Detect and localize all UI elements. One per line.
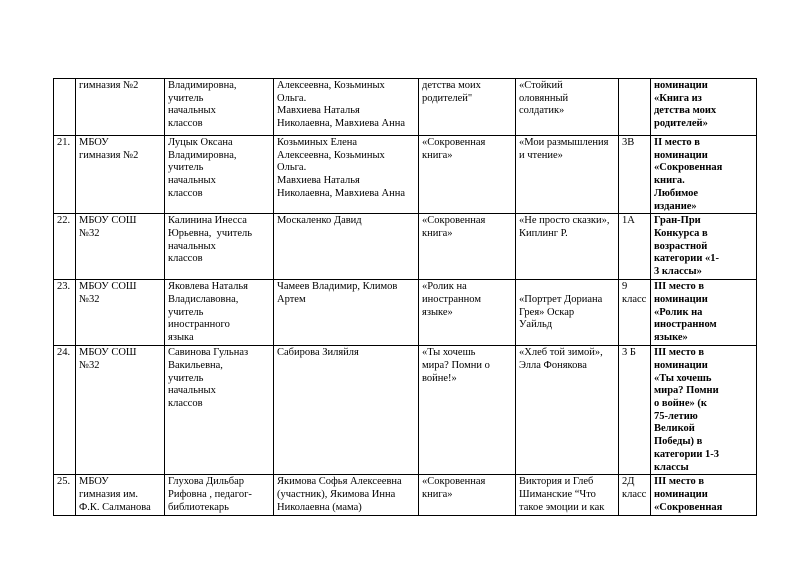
cell-number bbox=[53, 78, 76, 136]
cell-result: III место в номинации «Ты хочешь мира? П… bbox=[650, 345, 757, 476]
cell-book: Виктория и Глеб Шиманские “Что такое эмо… bbox=[515, 474, 619, 517]
cell-class: 9 класс bbox=[618, 279, 651, 347]
cell-book: «Не просто сказки», Киплинг Р. bbox=[515, 213, 619, 281]
cell-result: номинации «Книга из детства моих родител… bbox=[650, 78, 757, 136]
cell-teacher: Глухова Дильбар Рифовна , педагог- библи… bbox=[164, 474, 274, 517]
cell-school: МБОУ СОШ №32 bbox=[75, 213, 165, 281]
cell-result: Гран-При Конкурса в возрастной категории… bbox=[650, 213, 757, 281]
table-row-24: 24. МБОУ СОШ №32 Савинова Гульназ Вакиль… bbox=[53, 345, 757, 476]
cell-participants: Якимова Софья Алексеевна (участник), Яки… bbox=[273, 474, 419, 517]
table-row-continued: гимназия №2 Владимировна, учитель началь… bbox=[53, 78, 757, 136]
cell-school: МБОУ СОШ №32 bbox=[75, 345, 165, 476]
cell-book: «Хлеб той зимой», Элла Фонякова bbox=[515, 345, 619, 476]
cell-participants: Козьминых Елена Алексеевна, Козьминых Ол… bbox=[273, 134, 419, 215]
cell-result: III место в номинации «Ролик на иностран… bbox=[650, 279, 757, 347]
cell-nomination: «Сокровенная книга» bbox=[418, 474, 516, 517]
cell-school: гимназия №2 bbox=[75, 78, 165, 136]
cell-class: 3 Б bbox=[618, 345, 651, 476]
cell-participants: Алексеевна, Козьминых Ольга. Мавхиева На… bbox=[273, 78, 419, 136]
cell-result: II место в номинации «Сокровенная книга.… bbox=[650, 134, 757, 215]
cell-school: МБОУ гимназия №2 bbox=[75, 134, 165, 215]
cell-number: 24. bbox=[53, 345, 76, 476]
cell-nomination: детства моих родителей" bbox=[418, 78, 516, 136]
cell-teacher: Яковлева Наталья Владиславовна, учитель … bbox=[164, 279, 274, 347]
cell-number: 23. bbox=[53, 279, 76, 347]
cell-book: «Портрет Дориана Грея» Оскар Уайльд bbox=[515, 279, 619, 347]
cell-participants: Москаленко Давид bbox=[273, 213, 419, 281]
cell-class bbox=[618, 78, 651, 136]
cell-class: 3В bbox=[618, 134, 651, 215]
table-row-25: 25. МБОУ гимназия им. Ф.К. Салманова Глу… bbox=[53, 474, 757, 517]
cell-nomination: «Ты хочешь мира? Помни о войне!» bbox=[418, 345, 516, 476]
cell-nomination: «Ролик на иностранном языке» bbox=[418, 279, 516, 347]
cell-teacher: Луцык Оксана Владимировна, учитель начал… bbox=[164, 134, 274, 215]
cell-participants: Чамеев Владимир, Климов Артем bbox=[273, 279, 419, 347]
cell-nomination: «Сокровенная книга» bbox=[418, 213, 516, 281]
cell-class: 1А bbox=[618, 213, 651, 281]
cell-number: 22. bbox=[53, 213, 76, 281]
cell-book: «Мои размышления и чтение» bbox=[515, 134, 619, 215]
table-row-21: 21. МБОУ гимназия №2 Луцык Оксана Владим… bbox=[53, 134, 757, 215]
cell-nomination: «Сокровенная книга» bbox=[418, 134, 516, 215]
cell-book: «Стойкий оловянный солдатик» bbox=[515, 78, 619, 136]
cell-school: МБОУ гимназия им. Ф.К. Салманова bbox=[75, 474, 165, 517]
cell-number: 25. bbox=[53, 474, 76, 517]
table-row-23: 23. МБОУ СОШ №32 Яковлева Наталья Владис… bbox=[53, 279, 757, 347]
table-row-22: 22. МБОУ СОШ №32 Калинина Инесса Юрьевна… bbox=[53, 213, 757, 281]
cell-school: МБОУ СОШ №32 bbox=[75, 279, 165, 347]
cell-teacher: Владимировна, учитель начальных классов bbox=[164, 78, 274, 136]
cell-class: 2Д класс bbox=[618, 474, 651, 517]
cell-teacher: Савинова Гульназ Вакильевна, учитель нач… bbox=[164, 345, 274, 476]
competition-results-table: гимназия №2 Владимировна, учитель началь… bbox=[53, 78, 757, 517]
cell-participants: Сабирова Зиляйля bbox=[273, 345, 419, 476]
cell-teacher: Калинина Инесса Юрьевна, учитель начальн… bbox=[164, 213, 274, 281]
cell-result: III место в номинации «Сокровенная bbox=[650, 474, 757, 517]
cell-number: 21. bbox=[53, 134, 76, 215]
